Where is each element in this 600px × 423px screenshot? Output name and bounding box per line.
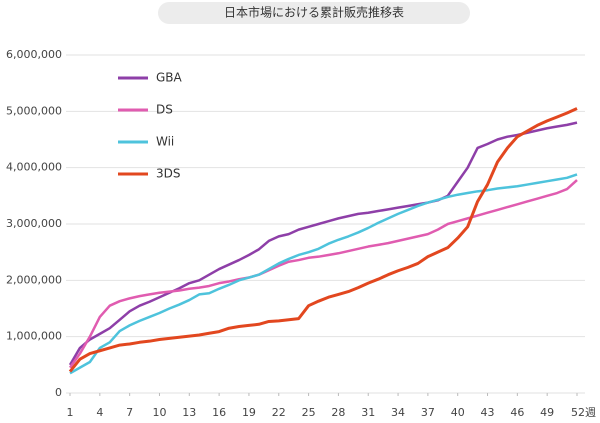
legend-label: DS xyxy=(156,103,173,117)
x-tick-label: 19 xyxy=(242,406,256,419)
legend-label: GBA xyxy=(156,71,183,85)
legend-label: Wii xyxy=(156,135,174,149)
y-tick-label: 1,000,000 xyxy=(6,330,62,343)
series-line xyxy=(68,107,578,373)
x-tick-label: 46 xyxy=(510,406,524,419)
x-tick-label: 37 xyxy=(421,406,435,419)
y-tick-label: 0 xyxy=(55,386,62,399)
series-line xyxy=(68,179,578,369)
y-tick-label: 5,000,000 xyxy=(6,104,62,117)
x-tick-label: 22 xyxy=(272,406,286,419)
x-tick-label: 16 xyxy=(212,406,226,419)
x-tick-label: 34 xyxy=(391,406,405,419)
x-tick-label: 52週 xyxy=(571,406,596,419)
series-line xyxy=(69,173,578,375)
x-tick-label: 25 xyxy=(302,406,316,419)
y-tick-label: 3,000,000 xyxy=(6,217,62,230)
x-tick-label: 40 xyxy=(451,406,465,419)
legend-label: 3DS xyxy=(156,167,181,181)
x-tick-label: 7 xyxy=(126,406,133,419)
y-tick-label: 4,000,000 xyxy=(6,161,62,174)
x-tick-label: 10 xyxy=(152,406,166,419)
y-tick-label: 2,000,000 xyxy=(6,273,62,286)
x-tick-label: 4 xyxy=(96,406,103,419)
y-tick-label: 6,000,000 xyxy=(6,48,62,61)
x-tick-label: 1 xyxy=(67,406,74,419)
x-tick-label: 43 xyxy=(481,406,495,419)
x-tick-label: 28 xyxy=(331,406,345,419)
chart-title: 日本市場における累計販売推移表 xyxy=(224,5,404,20)
x-tick-label: 49 xyxy=(540,406,554,419)
x-tick-label: 31 xyxy=(361,406,375,419)
series-line xyxy=(68,121,578,366)
title-pill xyxy=(158,2,470,24)
x-tick-label: 13 xyxy=(182,406,196,419)
